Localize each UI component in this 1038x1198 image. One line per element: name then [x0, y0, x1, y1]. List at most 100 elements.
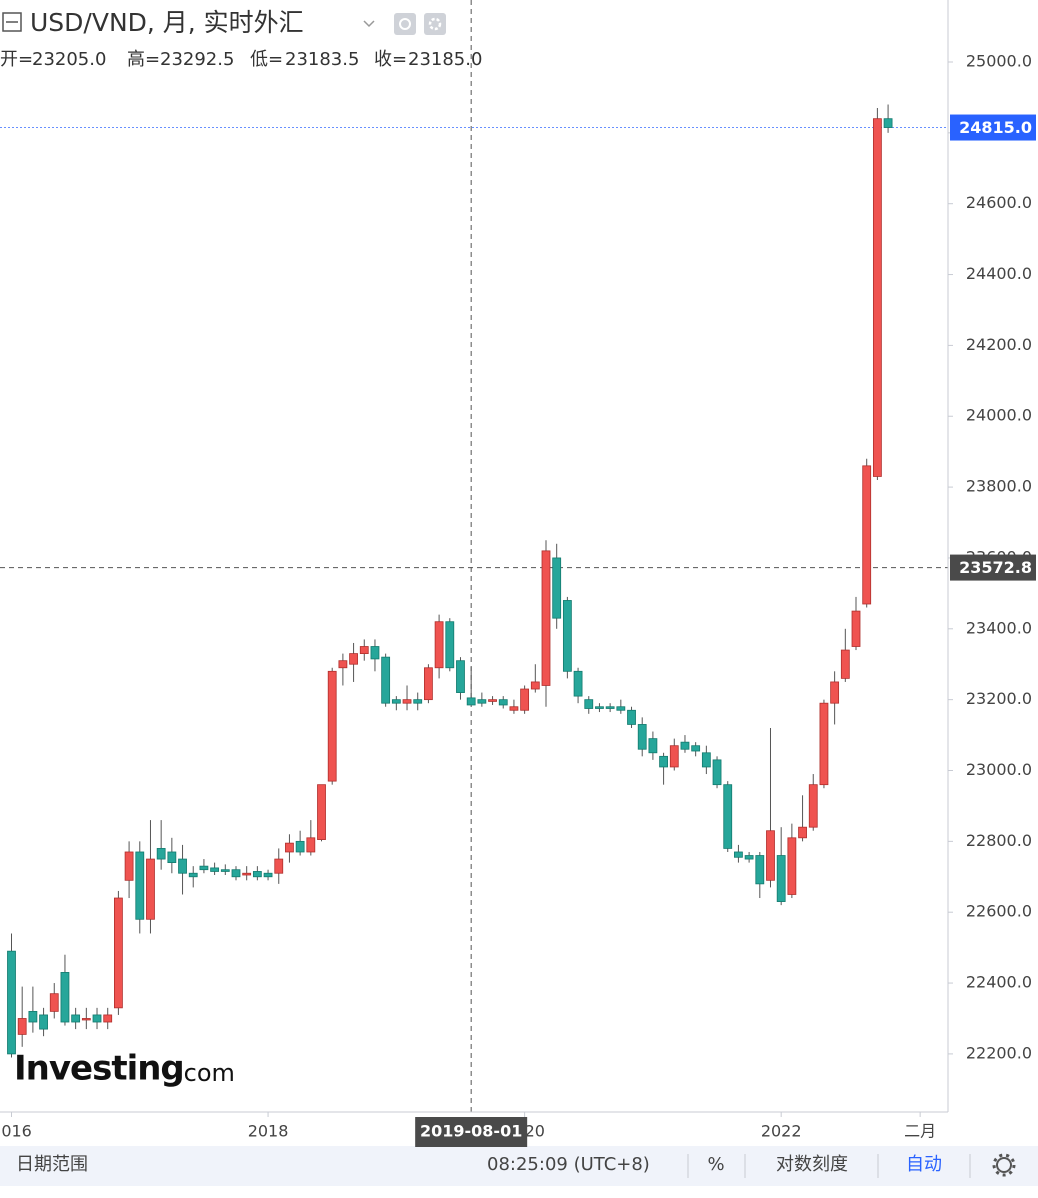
logo-name: Investing [14, 1049, 184, 1089]
candle-body [787, 837, 797, 895]
candle-body [669, 745, 679, 768]
candle-body [39, 1014, 48, 1030]
candle-body [49, 993, 59, 1012]
y-tick-label: 23800.0 [966, 477, 1032, 496]
toolbar-percent[interactable]: % [707, 1154, 724, 1175]
candle-body [819, 702, 829, 786]
ohlc-value: 23185.0 [408, 49, 482, 70]
candle-body [798, 826, 807, 839]
candle-body [178, 858, 187, 874]
candle-body [274, 858, 284, 874]
candle-body [242, 872, 252, 876]
toolbar-auto[interactable]: 自动 [906, 1154, 942, 1175]
crosshair-y-label: 23572.8 [959, 558, 1032, 577]
candle-body [434, 621, 444, 669]
candle-body [573, 670, 583, 697]
candle-body [188, 872, 198, 878]
y-tick-label: 23000.0 [966, 760, 1032, 779]
ohlc-label: 高= [127, 49, 160, 70]
candle-body [766, 830, 775, 881]
candle-body [755, 855, 765, 885]
last-price-label: 24815.0 [959, 118, 1032, 137]
ohlc-label: 低= [250, 49, 283, 70]
candle-body [498, 699, 508, 706]
y-tick-label: 22800.0 [966, 831, 1032, 850]
toolbar-clock: 08:25:09 (UTC+8) [487, 1154, 650, 1175]
x-tick-label: 2018 [248, 1122, 289, 1141]
candle-body [477, 699, 487, 704]
candle-body [210, 867, 220, 872]
candle-body [562, 600, 572, 672]
candle-body [114, 897, 123, 1009]
ohlc-label: 开= [0, 49, 33, 70]
crosshair-y-box [950, 554, 1036, 581]
candle-body [680, 741, 690, 750]
candle-body [851, 610, 861, 647]
candle-body [456, 660, 465, 693]
candle-body [327, 670, 337, 782]
candle-body [28, 1010, 38, 1023]
candle-body [883, 118, 893, 128]
y-tick-label: 22400.0 [966, 973, 1032, 992]
candle-body [659, 755, 668, 768]
toolbar-log-scale[interactable]: 对数刻度 [776, 1154, 848, 1175]
settings-icon[interactable] [424, 13, 446, 35]
candle-body [734, 851, 743, 858]
candle-body [723, 784, 733, 849]
ohlc-value: 23205.0 [32, 49, 106, 70]
ohlc-label: 收= [374, 49, 407, 70]
y-tick-label: 23200.0 [966, 689, 1032, 708]
candle-body [7, 950, 16, 1055]
candle-body [167, 851, 177, 864]
candle-body [71, 1014, 81, 1023]
candle-body [744, 855, 754, 860]
candle-body [808, 784, 818, 828]
candle-body [349, 653, 358, 665]
gear-ring [996, 1157, 1012, 1173]
candle-body [359, 646, 369, 654]
crosshair-x-box [415, 1117, 528, 1147]
crosshair-x-label: 2019-08-01 [420, 1122, 522, 1141]
y-tick-label: 24000.0 [966, 406, 1032, 425]
settings-icon-mark [428, 17, 442, 31]
chart-title: USD/VND, 月, 实时外汇 [30, 8, 304, 37]
eye-icon[interactable] [394, 13, 416, 35]
candle-body [252, 871, 262, 878]
candle-body [220, 869, 230, 872]
y-tick-label: 24600.0 [966, 193, 1032, 212]
gear-teeth [992, 1153, 1016, 1177]
toolbar-date-range[interactable]: 日期范围 [16, 1154, 88, 1175]
candle-body [60, 972, 70, 1023]
x-tick-label: 二月 [904, 1122, 936, 1141]
candle-body [285, 842, 294, 853]
candle-body [530, 681, 540, 690]
candle-body [424, 667, 433, 701]
candle-body [552, 557, 562, 619]
y-tick-label: 24200.0 [966, 335, 1032, 354]
candle-body [124, 851, 134, 881]
y-tick-label: 23400.0 [966, 618, 1032, 637]
candle-body [616, 706, 626, 711]
toolbar-gear[interactable] [992, 1153, 1016, 1177]
candle-body [263, 872, 273, 878]
candle-body [701, 752, 711, 768]
candle-body [231, 869, 241, 878]
candle-body [81, 1018, 91, 1021]
candle-body [413, 699, 423, 704]
dropdown-caret[interactable] [363, 20, 375, 28]
candle-body [509, 706, 519, 711]
x-tick-label: 2016 [0, 1122, 32, 1141]
candle-body [295, 840, 305, 853]
ohlc-value: 23292.5 [160, 49, 234, 70]
plot-area [0, 0, 948, 1112]
candle-body [306, 837, 316, 853]
candle-body [541, 550, 551, 686]
ohlc-header: 开=23205.0 高= 23292.5 低= 23183.5 收= 23185.0 [0, 49, 482, 70]
candle-body [605, 706, 615, 709]
collapse-icon[interactable] [2, 12, 22, 32]
candle-body [776, 855, 786, 902]
candle-body [103, 1014, 113, 1023]
candle-body [637, 724, 647, 750]
